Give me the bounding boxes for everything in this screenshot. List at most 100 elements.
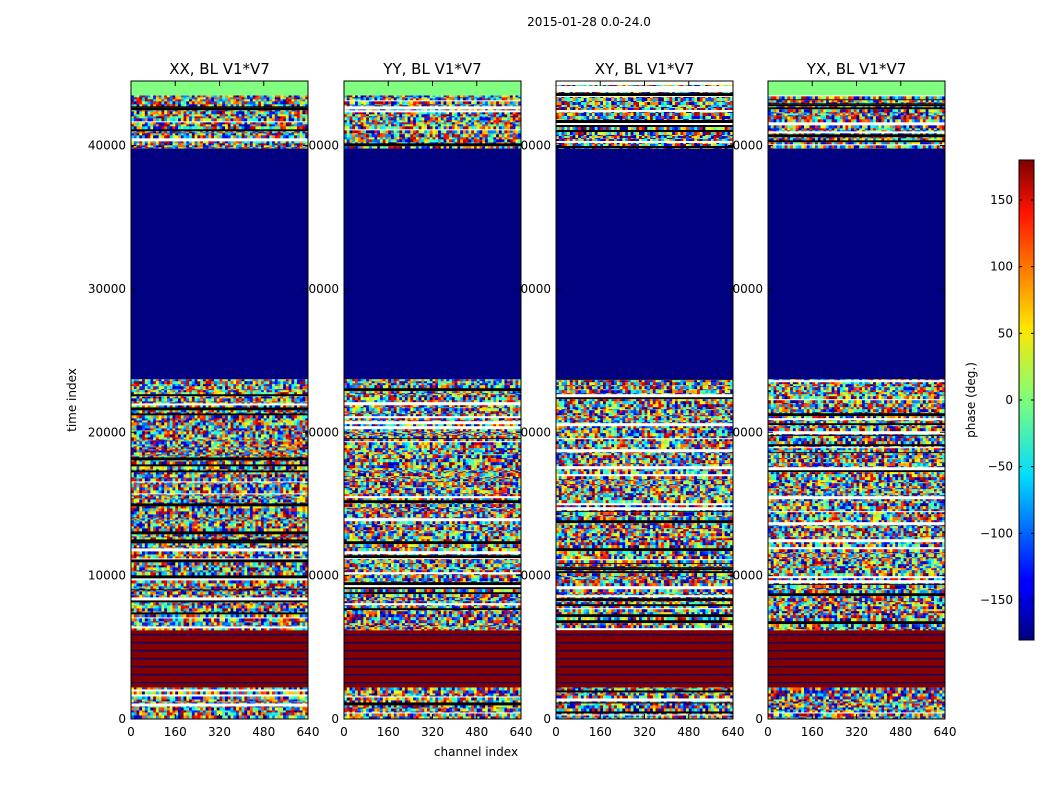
heatmap-cell xyxy=(208,687,212,690)
heatmap-cell xyxy=(285,702,290,704)
heatmap-cell xyxy=(194,454,198,456)
heatmap-cell xyxy=(139,401,143,403)
heatmap-cell xyxy=(153,702,157,704)
heatmap-cell xyxy=(269,440,273,442)
heatmap-cell xyxy=(291,454,295,456)
heatmap-cell xyxy=(133,543,137,546)
heatmap-cell xyxy=(255,482,259,484)
heatmap-cell xyxy=(233,498,237,500)
heatmap-cell xyxy=(291,422,295,426)
heatmap-cell xyxy=(172,405,176,408)
heatmap-cell xyxy=(161,537,165,540)
heatmap-cell xyxy=(247,440,251,442)
heatmap-cell xyxy=(277,483,281,485)
heatmap-cell xyxy=(266,514,270,518)
heatmap-cell xyxy=(302,415,306,419)
heatmap-cell xyxy=(266,452,270,455)
heatmap-cell xyxy=(266,702,270,704)
heatmap-cell xyxy=(260,434,265,438)
heatmap-cell xyxy=(277,472,281,475)
heatmap-cell xyxy=(153,508,157,512)
heatmap-cell xyxy=(166,454,171,456)
heatmap-cell xyxy=(175,707,179,711)
heatmap-cell xyxy=(299,545,303,548)
heatmap-cell xyxy=(291,446,295,448)
heatmap-cell xyxy=(236,710,240,713)
heatmap-cell xyxy=(189,446,193,448)
heatmap-cell xyxy=(175,537,179,540)
heatmap-cell xyxy=(155,494,160,496)
heatmap-cell xyxy=(189,702,193,704)
heatmap-cell xyxy=(131,495,135,497)
heatmap-cell xyxy=(219,511,223,515)
heatmap-cell xyxy=(225,710,229,713)
heatmap-cell xyxy=(180,483,184,485)
heatmap-cell xyxy=(244,460,248,462)
heatmap-cell xyxy=(272,398,276,402)
heatmap-cell xyxy=(272,454,276,456)
heatmap-cell xyxy=(216,526,220,529)
heatmap-cell xyxy=(219,428,223,431)
heatmap-cell xyxy=(191,428,196,431)
heatmap-cell xyxy=(277,454,281,456)
heatmap-cell xyxy=(175,528,179,532)
heatmap-cell xyxy=(186,514,190,518)
heatmap-cell xyxy=(164,456,168,458)
heatmap-cell xyxy=(260,521,265,524)
heatmap-cell xyxy=(269,396,273,399)
heatmap-cell xyxy=(166,431,171,435)
heatmap-cell xyxy=(263,396,267,399)
heatmap-cell xyxy=(194,461,198,465)
heatmap-cell xyxy=(266,478,270,482)
heatmap-cell xyxy=(249,706,254,708)
heatmap-cell xyxy=(197,456,201,458)
heatmap-cell xyxy=(219,706,223,708)
heatmap-cell xyxy=(180,428,184,431)
heatmap-cell xyxy=(147,534,151,537)
heatmap-cell xyxy=(294,398,298,402)
heatmap-cell xyxy=(205,472,209,475)
heatmap-cell xyxy=(255,425,259,429)
heatmap-cell xyxy=(202,506,207,509)
heatmap-cell xyxy=(219,712,223,716)
heatmap-cell xyxy=(288,454,292,456)
heatmap-cell xyxy=(294,396,298,399)
heatmap-cell xyxy=(150,517,154,519)
heatmap-cell xyxy=(244,706,248,708)
heatmap-cell xyxy=(263,472,267,475)
heatmap-cell xyxy=(227,428,231,431)
heatmap-cell xyxy=(186,517,190,519)
heatmap-cell xyxy=(236,430,240,432)
heatmap-cell xyxy=(227,440,231,442)
heatmap-cell xyxy=(183,534,187,537)
heatmap-cell xyxy=(194,450,198,453)
heatmap-cell xyxy=(241,477,245,479)
heatmap-cell xyxy=(305,425,309,429)
heatmap-cell xyxy=(288,691,292,695)
heatmap-cell xyxy=(285,701,290,703)
heatmap-cell xyxy=(249,466,254,470)
heatmap-cell xyxy=(225,398,229,402)
heatmap-cell xyxy=(216,496,220,499)
heatmap-cell xyxy=(258,523,262,527)
heatmap-cell xyxy=(175,402,179,404)
heatmap-cell xyxy=(247,710,251,713)
heatmap-cell xyxy=(247,420,251,423)
heatmap-cell xyxy=(277,687,281,690)
heatmap-cell xyxy=(133,483,137,485)
heatmap-cell xyxy=(189,699,193,702)
heatmap-cell xyxy=(147,545,151,548)
heatmap-cell xyxy=(272,402,276,404)
flag-row xyxy=(131,703,308,707)
heatmap-cell xyxy=(280,449,284,451)
heatmap-cell xyxy=(144,547,148,549)
heatmap-cell xyxy=(139,498,143,500)
heatmap-cell xyxy=(219,506,223,509)
heatmap-cell xyxy=(296,699,301,702)
heatmap-cell xyxy=(247,508,251,512)
heatmap-cell xyxy=(305,441,309,445)
heatmap-cell xyxy=(238,551,243,555)
heatmap-cell xyxy=(266,545,270,548)
heatmap-cell xyxy=(205,452,209,455)
heatmap-cell xyxy=(249,422,254,426)
